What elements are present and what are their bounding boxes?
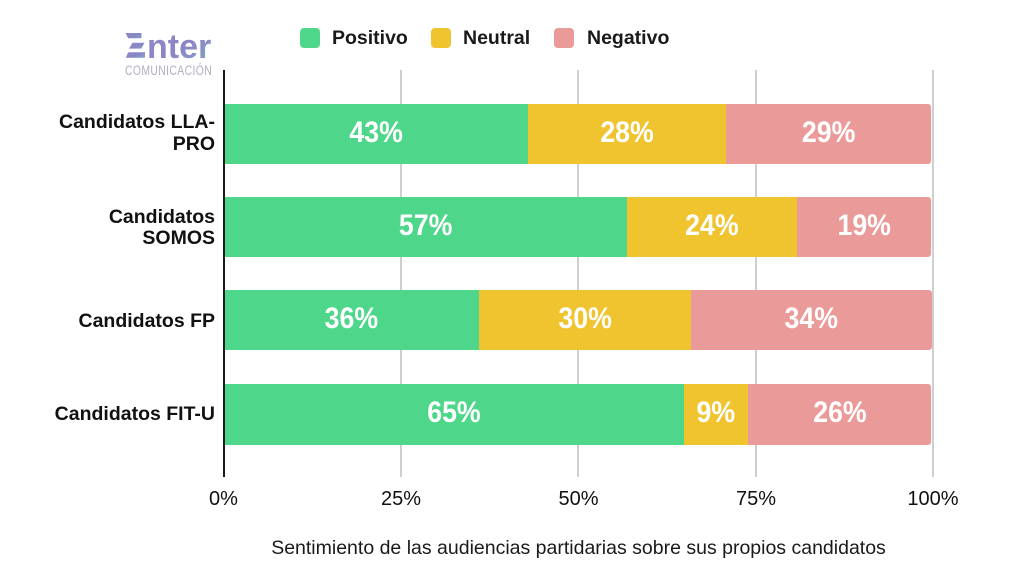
svg-text:nter: nter — [147, 28, 211, 66]
svg-text:COMUNICACIÓN: COMUNICACIÓN — [125, 62, 212, 79]
